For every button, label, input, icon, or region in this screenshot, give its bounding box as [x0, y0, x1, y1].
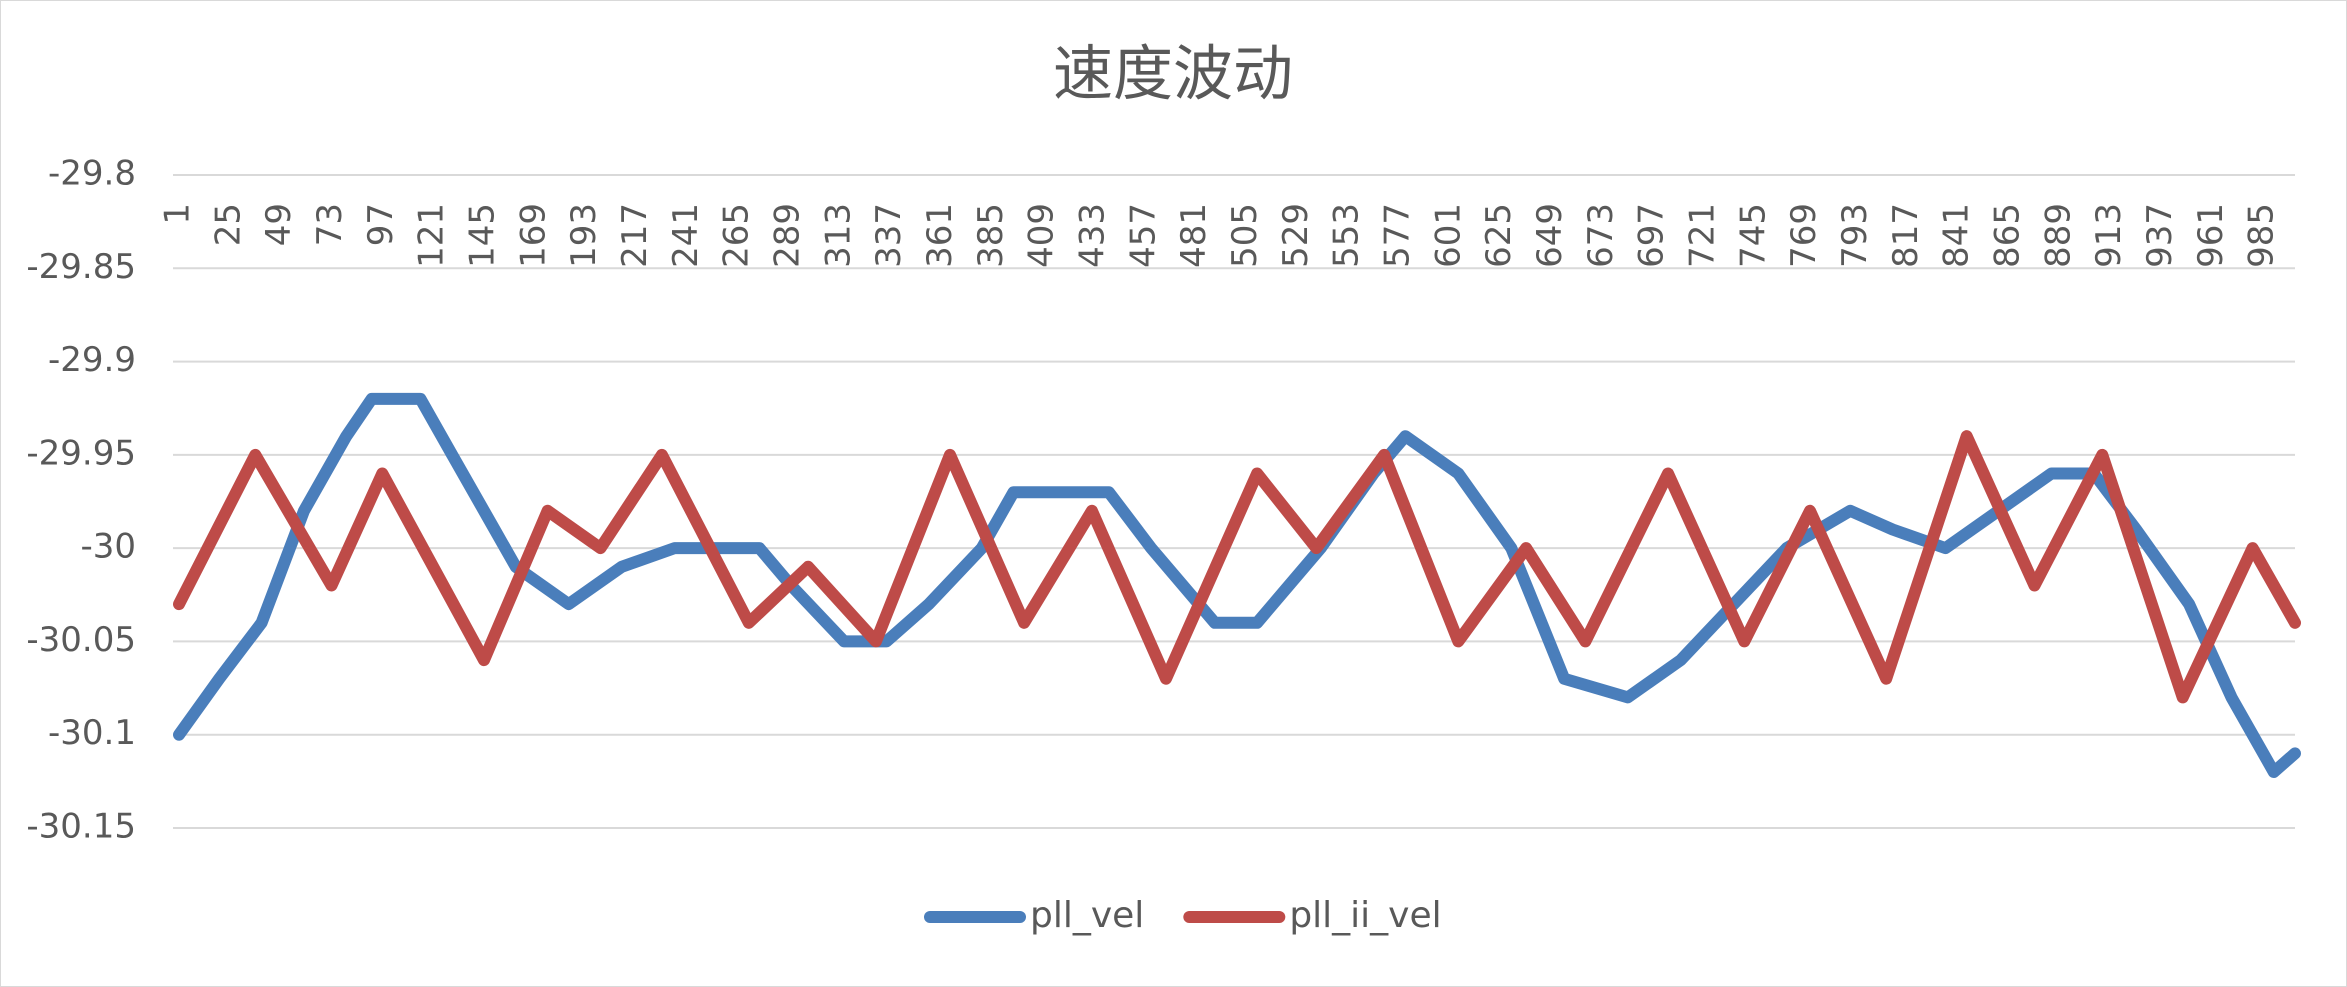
- x-tick-label: 889: [2038, 203, 2078, 268]
- x-tick-label: 673: [1581, 203, 1621, 268]
- x-tick-label: 481: [1174, 203, 1214, 268]
- x-tick-label: 217: [615, 203, 655, 268]
- x-tick-label: 457: [1123, 203, 1163, 268]
- x-tick-label: 529: [1276, 203, 1316, 268]
- x-tick-label: 745: [1733, 203, 1773, 268]
- x-tick-label: 145: [463, 203, 503, 268]
- x-tick-label: 265: [717, 203, 757, 268]
- legend-label: pll_vel: [1030, 895, 1144, 936]
- x-tick-label: 49: [259, 203, 299, 246]
- y-tick-label: -30.05: [26, 620, 136, 660]
- x-tick-label: 1: [158, 203, 198, 225]
- x-tick-label: 817: [1886, 203, 1926, 268]
- chart-title: 速度波动: [1053, 40, 1293, 110]
- x-tick-label: 169: [513, 203, 553, 268]
- y-tick-label: -30.1: [48, 713, 136, 753]
- y-tick-label: -29.85: [26, 247, 136, 287]
- legend-label: pll_ii_vel: [1289, 895, 1441, 936]
- y-tick-label: -30.15: [26, 807, 136, 847]
- x-tick-label: 577: [1378, 203, 1418, 268]
- x-tick-label: 865: [1988, 203, 2028, 268]
- x-tick-label: 985: [2242, 203, 2282, 268]
- x-tick-label: 937: [2140, 203, 2180, 268]
- x-tick-label: 841: [1937, 203, 1977, 268]
- x-tick-label: 913: [2089, 203, 2129, 268]
- x-tick-label: 697: [1632, 203, 1672, 268]
- x-tick-label: 721: [1683, 203, 1723, 268]
- x-tick-label: 601: [1428, 203, 1468, 268]
- line-series: [173, 430, 2301, 704]
- x-tick-label: 97: [361, 203, 401, 246]
- x-tick-label: 361: [920, 203, 960, 268]
- x-tick-label: 793: [1835, 203, 1875, 268]
- y-tick-label: -30: [80, 527, 136, 567]
- x-tick-label: 769: [1784, 203, 1824, 268]
- y-tick-label: -29.95: [26, 433, 136, 473]
- x-tick-label: 625: [1479, 203, 1519, 268]
- x-tick-label: 121: [412, 203, 452, 268]
- x-tick-label: 385: [971, 203, 1011, 268]
- x-tick-label: 505: [1225, 203, 1265, 268]
- x-tick-label: 961: [2191, 203, 2231, 268]
- x-tick-label: 73: [310, 203, 350, 246]
- x-tick-label: 241: [666, 203, 706, 268]
- x-tick-label: 337: [869, 203, 909, 268]
- y-tick-label: -29.9: [48, 340, 136, 380]
- x-tick-label: 289: [768, 203, 808, 268]
- x-tick-label: 433: [1073, 203, 1113, 268]
- x-tick-label: 409: [1022, 203, 1062, 268]
- x-tick-label: 25: [208, 203, 248, 246]
- y-tick-label: -29.8: [48, 154, 136, 194]
- x-tick-label: 649: [1530, 203, 1570, 268]
- line-series: [173, 392, 2301, 778]
- x-tick-label: 553: [1327, 203, 1367, 268]
- x-tick-label: 313: [818, 203, 858, 268]
- x-tick-label: 193: [564, 203, 604, 268]
